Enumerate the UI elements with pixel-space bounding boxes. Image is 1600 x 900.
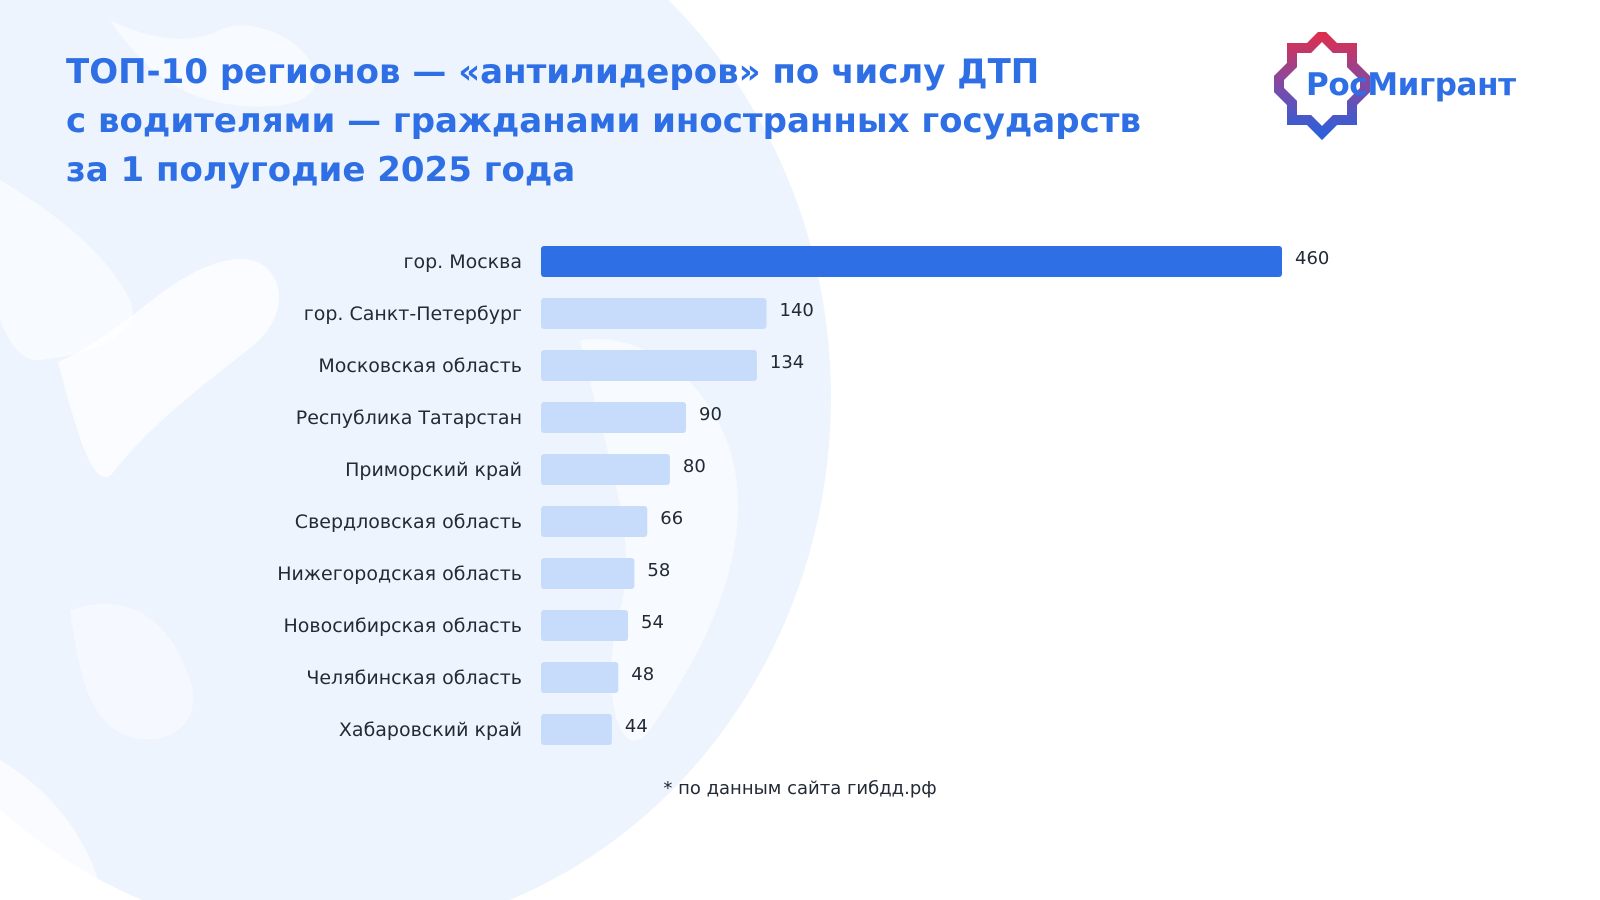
page-title: ТОП-10 регионов — «антилидеров» по числу… [66,48,1186,195]
data-label: 66 [660,508,683,529]
data-label: 58 [647,560,670,581]
rosmigrant-logo: РосМигрант [1270,32,1590,152]
title-line-1: ТОП-10 регионов — «антилидеров» по числу… [66,52,1040,92]
title-line-2: с водителями — гражданами иностранных го… [66,101,1141,141]
bar [541,662,619,693]
category-label: Челябинская область [306,667,522,689]
background-globe-land [58,258,279,478]
category-label: Московская область [318,355,522,377]
logo-star-frame-icon [1274,32,1370,141]
bar [541,506,648,537]
data-labels: 460 140 134 90 80 66 58 54 48 44 [625,248,1329,737]
background-globe-land [0,180,133,361]
category-label: Республика Татарстан [296,407,522,429]
data-label: 54 [641,612,664,633]
bar [541,402,686,433]
category-labels: гор. Москва гор. Санкт-Петербург Московска… [277,251,522,741]
category-label: Нижегородская область [277,563,522,585]
category-label: Новосибирская область [283,615,522,637]
bar [541,298,767,329]
background-globe-land [0,760,104,900]
bar [541,558,635,589]
bar [541,454,670,485]
bar [541,714,612,745]
data-label: 460 [1295,248,1329,269]
title-line-3: за 1 полугодие 2025 года [66,150,576,190]
category-label: гор. Москва [403,251,522,273]
data-label: 48 [631,664,654,685]
data-label: 140 [780,300,814,321]
category-label: Свердловская область [295,511,522,533]
data-label: 44 [625,716,648,737]
bar [541,246,1282,277]
bar [541,350,757,381]
data-label: 134 [770,352,804,373]
category-label: Хабаровский край [339,719,522,741]
bars [541,246,1282,745]
logo-text: РосМигрант [1306,67,1516,103]
data-label: 90 [699,404,722,425]
background-globe-land [70,603,194,740]
source-footnote: * по данным сайта гибдд.рф [663,778,937,799]
category-label: гор. Санкт-Петербург [304,303,522,325]
background-globe-land [110,20,316,107]
category-label: Приморский край [345,459,522,481]
data-label: 80 [683,456,706,477]
bar [541,610,628,641]
